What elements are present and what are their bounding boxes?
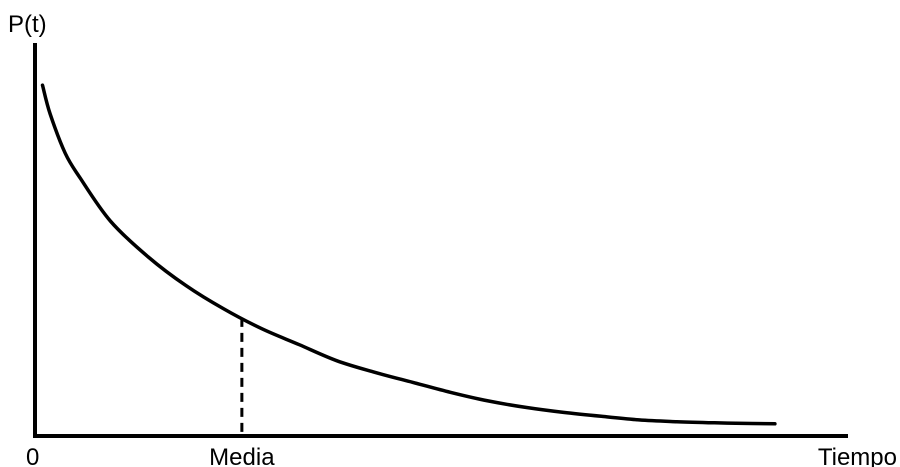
- origin-label: 0: [26, 444, 39, 467]
- x-axis-label: Tiempo: [818, 444, 897, 467]
- mean-label: Media: [209, 444, 275, 467]
- probability-curve: [40, 83, 777, 426]
- y-axis-label: P(t): [8, 11, 47, 38]
